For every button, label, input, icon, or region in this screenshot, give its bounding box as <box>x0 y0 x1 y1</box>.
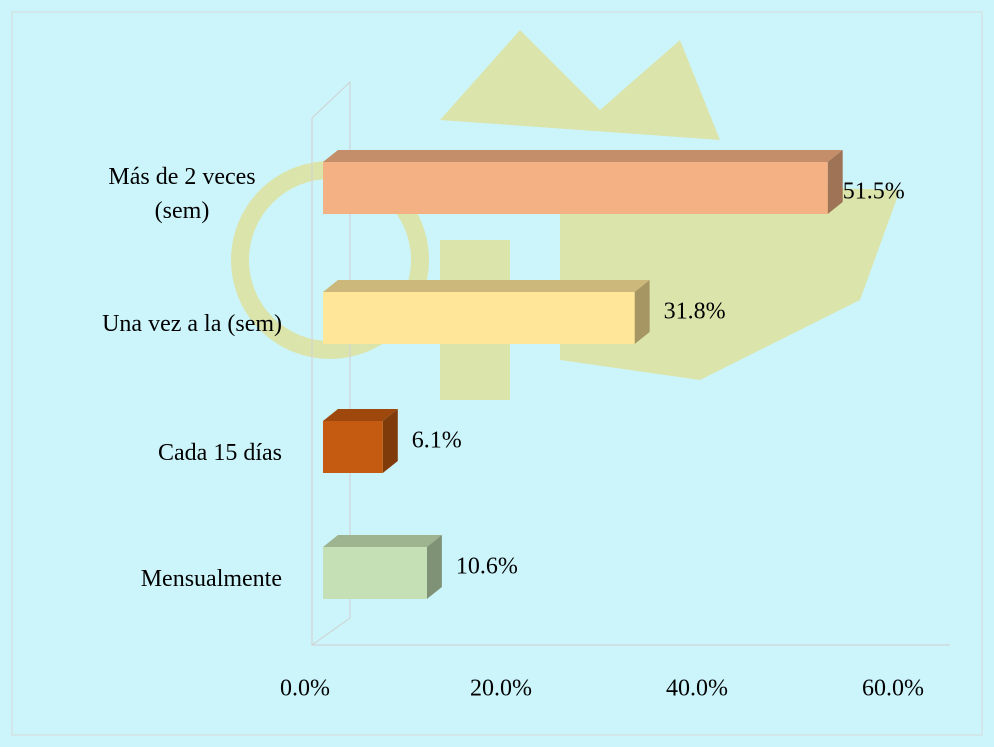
x-tick-label: 60.0% <box>862 676 924 702</box>
page: 0.0% 20.0% 40.0% 60.0% 51.5% 31.8% 6.1% 10.6% M… <box>0 0 994 747</box>
value-label: 51.5% <box>843 179 905 205</box>
y-tick-label: Más de 2 veces (sem) <box>82 160 282 228</box>
value-label: 6.1% <box>412 428 462 454</box>
value-label: 31.8% <box>664 299 726 325</box>
bar-top <box>323 535 442 547</box>
y-tick-label: Mensualmente <box>141 562 282 596</box>
y-tick-label: Una vez a la (sem) <box>102 307 282 341</box>
bar-top <box>323 150 843 162</box>
chart: 0.0% 20.0% 40.0% 60.0% 51.5% 31.8% 6.1% 10.6% <box>0 0 994 747</box>
category-label-box: Más de 2 veces (sem) <box>82 154 282 234</box>
value-label: 10.6% <box>456 554 518 580</box>
bar <box>323 162 828 214</box>
x-tick-label: 40.0% <box>666 676 728 702</box>
bar <box>323 547 427 599</box>
bar <box>323 421 383 473</box>
x-tick-label: 20.0% <box>470 676 532 702</box>
x-tick-label: 0.0% <box>280 676 330 702</box>
bar-top <box>323 280 650 292</box>
category-label-box: Una vez a la (sem) <box>102 284 282 364</box>
category-label-box: Mensualmente <box>141 539 282 619</box>
bar <box>323 292 635 344</box>
category-label-box: Cada 15 días <box>158 413 282 493</box>
y-tick-label: Cada 15 días <box>158 436 282 470</box>
